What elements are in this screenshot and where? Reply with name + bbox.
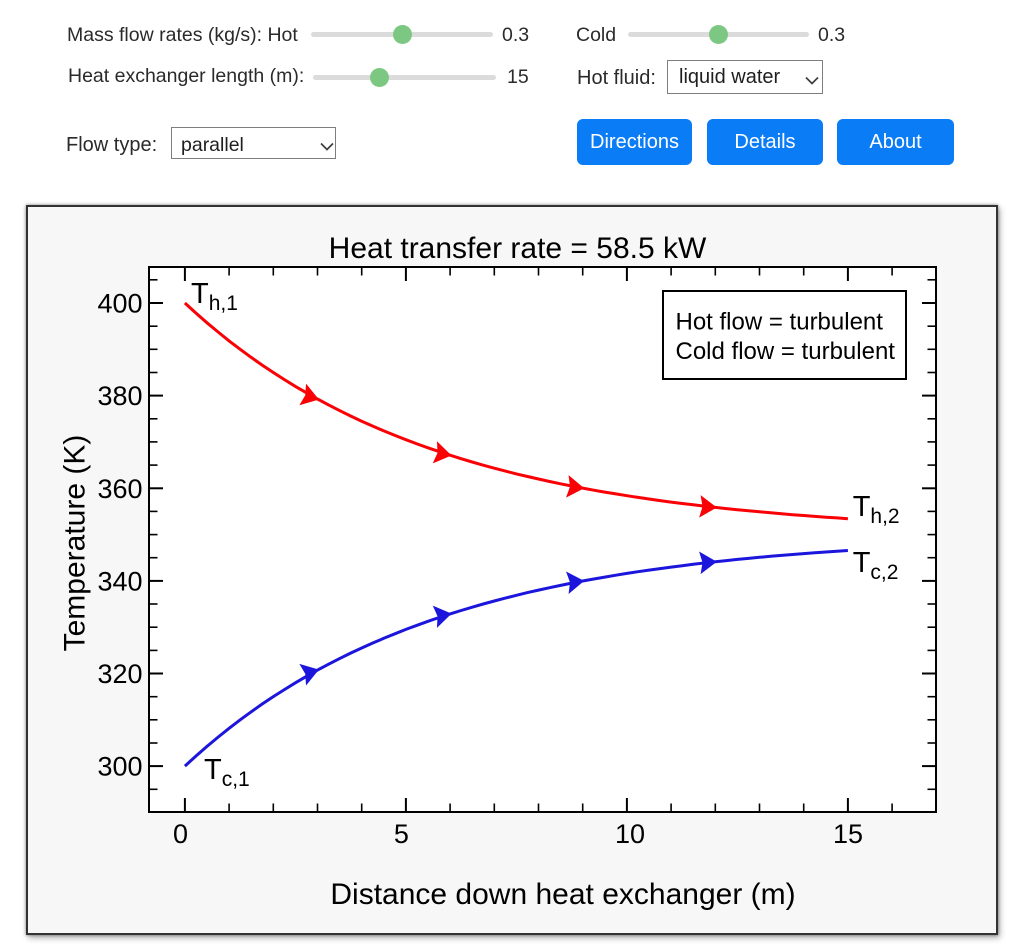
svg-text:300: 300: [97, 752, 142, 782]
svg-text:340: 340: [97, 566, 142, 596]
svg-text:5: 5: [394, 819, 409, 849]
svg-text:15: 15: [833, 819, 863, 849]
svg-text:10: 10: [615, 819, 645, 849]
svg-text:0: 0: [173, 819, 188, 849]
svg-text:360: 360: [97, 474, 142, 504]
svg-text:Cold flow = turbulent: Cold flow = turbulent: [676, 338, 896, 365]
svg-text:Distance down heat exchanger (: Distance down heat exchanger (m): [330, 878, 795, 911]
svg-text:380: 380: [97, 381, 142, 411]
svg-text:Temperature (K): Temperature (K): [59, 435, 92, 652]
svg-text:320: 320: [97, 659, 142, 689]
svg-text:400: 400: [97, 289, 142, 319]
svg-text:Heat transfer rate = 58.5 kW: Heat transfer rate = 58.5 kW: [329, 232, 707, 265]
svg-text:Hot flow = turbulent: Hot flow = turbulent: [676, 309, 884, 336]
